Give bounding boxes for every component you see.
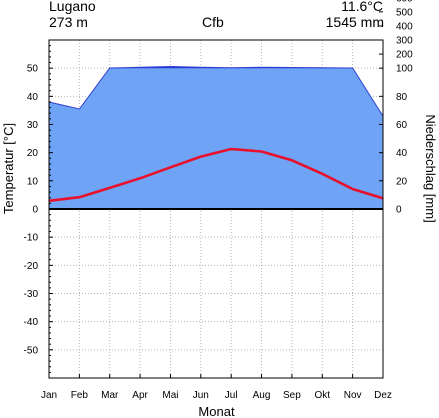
month-label: Mai <box>162 390 178 401</box>
month-label: Aug <box>253 390 271 401</box>
y-axis-left-title: Temperatur [°C] <box>1 123 16 214</box>
precipitation-area <box>48 65 384 209</box>
station-name: Lugano <box>49 0 96 14</box>
month-label: Jul <box>225 390 238 401</box>
month-label: Nov <box>344 390 362 401</box>
temperature-tick-label: -40 <box>24 317 39 328</box>
station-elevation: 273 m <box>49 14 88 30</box>
precipitation-humid-area <box>49 68 383 209</box>
month-label: Dez <box>374 390 392 401</box>
temperature-tick-label: 30 <box>27 120 39 131</box>
month-label: Okt <box>314 390 330 401</box>
temperature-series-line <box>48 147 384 203</box>
temperature-tick-label: 50 <box>27 64 39 75</box>
precipitation-tick-label: 80 <box>396 92 408 103</box>
precipitation-tick-label: 500 <box>396 7 413 18</box>
precipitation-tick-label: 600 <box>396 0 413 4</box>
temperature-tick-label: -50 <box>24 345 39 356</box>
temperature-tick-label: 40 <box>27 92 39 103</box>
mean-temperature: 11.6°C <box>341 0 383 14</box>
precipitation-tick-label: 0 <box>396 205 402 216</box>
temperature-tick-label: -20 <box>24 261 39 272</box>
temperature-tick-label: 20 <box>27 148 39 159</box>
precipitation-tick-label: 400 <box>396 21 413 32</box>
climate-class: Cfb <box>202 14 224 30</box>
y-axis-right-title: Niederschlag [mm] <box>423 114 438 222</box>
temperature-line <box>48 147 384 203</box>
precipitation-tick-label: 300 <box>396 36 413 47</box>
temperature-tick-label: 10 <box>27 176 39 187</box>
month-label: Apr <box>132 390 148 401</box>
temperature-tick-label: -10 <box>24 233 39 244</box>
precipitation-tick-label: 100 <box>396 64 413 75</box>
precipitation-tick-label: 40 <box>396 148 408 159</box>
temperature-tick-label: -30 <box>24 289 39 300</box>
month-label: Mar <box>101 390 119 401</box>
annual-precipitation: 1545 mm <box>325 14 384 30</box>
month-label: Jun <box>193 390 209 401</box>
month-label: Jan <box>41 390 57 401</box>
temperature-tick-label: 0 <box>32 205 38 216</box>
plot-frame <box>48 11 384 379</box>
x-axis-title: Monat <box>198 404 235 418</box>
precipitation-tick-label: 20 <box>396 176 408 187</box>
month-label: Feb <box>71 390 89 401</box>
precipitation-tick-label: 60 <box>396 120 408 131</box>
month-label: Sep <box>283 390 301 401</box>
precipitation-tick-label: 200 <box>396 50 413 61</box>
precipitation-outline <box>48 65 384 117</box>
